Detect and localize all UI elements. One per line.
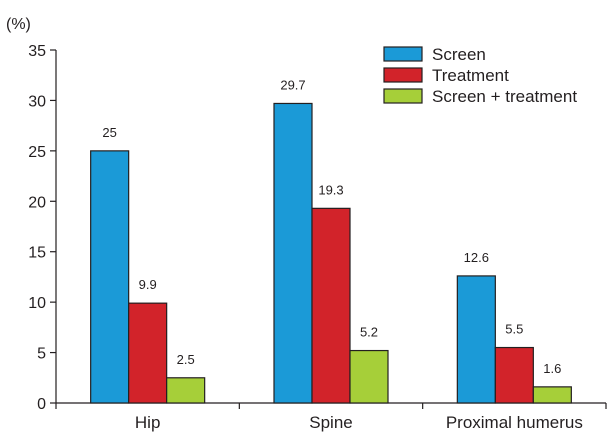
legend: Screen Treatment Screen + treatment [383,45,577,106]
bar-value-label: 9.9 [139,277,157,292]
legend-swatch [383,46,423,62]
bar [128,302,168,404]
y-tick-label: 35 [28,43,46,60]
bar-value-label: 2.5 [177,352,195,367]
legend-label: Treatment [432,66,509,85]
bars-group: 25 9.9 2.5 29.7 19.3 5.2 12.6 5.5 1.6 [90,77,572,404]
legend-swatch [383,88,423,104]
bar [349,349,389,404]
y-tick-label: 30 [28,93,46,110]
bar-value-label: 19.3 [318,182,343,197]
bar [456,275,496,404]
bar [494,346,534,404]
category-label: Spine [309,413,352,432]
bar-value-label: 5.2 [360,325,378,340]
bar [90,150,130,404]
legend-swatch [383,67,423,83]
x-axis-ticks: Hip Spine Proximal humerus [55,403,607,432]
y-tick-label: 20 [28,194,46,211]
bar [311,207,351,404]
bar [532,386,572,404]
legend-label: Screen + treatment [432,87,577,106]
category-label: Proximal humerus [446,413,583,432]
bar-value-label: 12.6 [464,250,489,265]
y-tick-label: 5 [37,346,46,363]
bar-value-label: 29.7 [280,77,305,92]
y-axis-unit-label: (%) [6,16,31,33]
bar-value-label: 25 [102,125,116,140]
bar [166,377,206,404]
bar-value-label: 1.6 [543,361,561,376]
y-tick-label: 25 [28,144,46,161]
y-tick-label: 0 [37,396,46,413]
legend-label: Screen [432,45,486,64]
y-axis-ticks: 0 5 10 15 20 25 30 35 [28,43,56,413]
y-tick-label: 10 [28,295,46,312]
bar [273,102,313,404]
category-label: Hip [135,413,161,432]
bar-value-label: 5.5 [505,322,523,337]
y-tick-label: 15 [28,245,46,262]
